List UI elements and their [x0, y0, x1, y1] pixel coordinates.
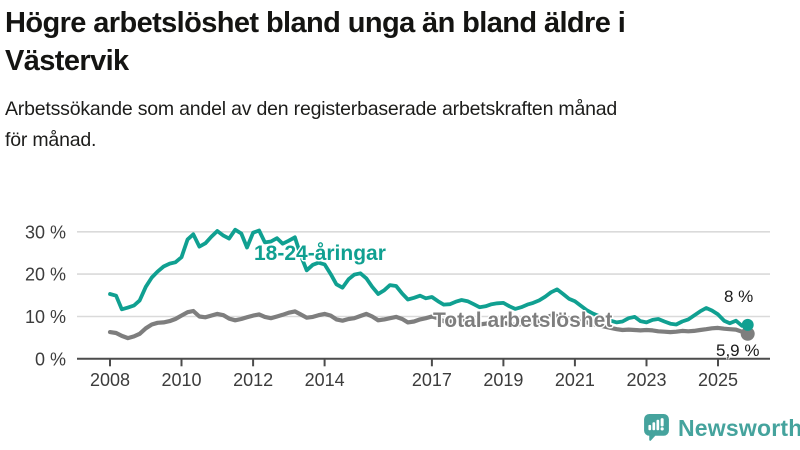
x-axis-label-2021: 2021 [555, 370, 595, 390]
x-axis-label-2014: 2014 [305, 370, 345, 390]
end-dot-young [741, 318, 754, 331]
series-label-total: Total arbetslöshet [433, 309, 613, 332]
y-axis-label-0: 0 % [35, 349, 66, 369]
title-line-1: Högre arbetslöshet bland unga än bland ä… [5, 7, 626, 39]
newsworthy-wordmark: Newsworthy [678, 415, 800, 441]
subtitle-line-1: Arbetssökande som andel av den registerb… [5, 98, 618, 120]
chart-subtitle: Arbetssökande som andel av den registerb… [5, 94, 795, 156]
x-axis-label-2010: 2010 [161, 370, 201, 390]
x-axis-label-2023: 2023 [626, 370, 666, 390]
x-axis-label-2025: 2025 [698, 370, 738, 390]
line-chart-area: 0 % 10 % 20 % 30 % 2008 2010 2012 2014 2017 2019 2… [0, 200, 800, 400]
series-line-total [107, 308, 750, 341]
series-line-young [108, 227, 750, 328]
end-dot-total [740, 326, 755, 341]
series-label-young: 18-24-åringar [254, 242, 386, 265]
x-axis-label-2012: 2012 [233, 370, 273, 390]
page-title: Högre arbetslöshet bland unga än bland ä… [5, 4, 795, 80]
newsworthy-icon [644, 414, 669, 441]
line-chart: 0 % 10 % 20 % 30 % 2008 2010 2012 2014 2017 2019 2… [25, 222, 770, 390]
newsworthy-logo[interactable]: Newsworthy [644, 414, 800, 443]
title-line-2: Västervik [5, 45, 129, 77]
y-axis-label-30: 30 % [25, 222, 66, 242]
y-axis-label-10: 10 % [25, 307, 66, 327]
end-value-label-young: 8 % [724, 287, 754, 306]
end-value-label-total: 5,9 % [716, 341, 760, 360]
x-axis-label-2008: 2008 [90, 370, 130, 390]
x-axis-label-2019: 2019 [483, 370, 523, 390]
x-axis-label-2017: 2017 [412, 370, 452, 390]
chart-header: Högre arbetslöshet bland unga än bland ä… [5, 4, 795, 156]
y-axis-label-20: 20 % [25, 265, 66, 285]
subtitle-line-2: för månad. [5, 129, 97, 151]
